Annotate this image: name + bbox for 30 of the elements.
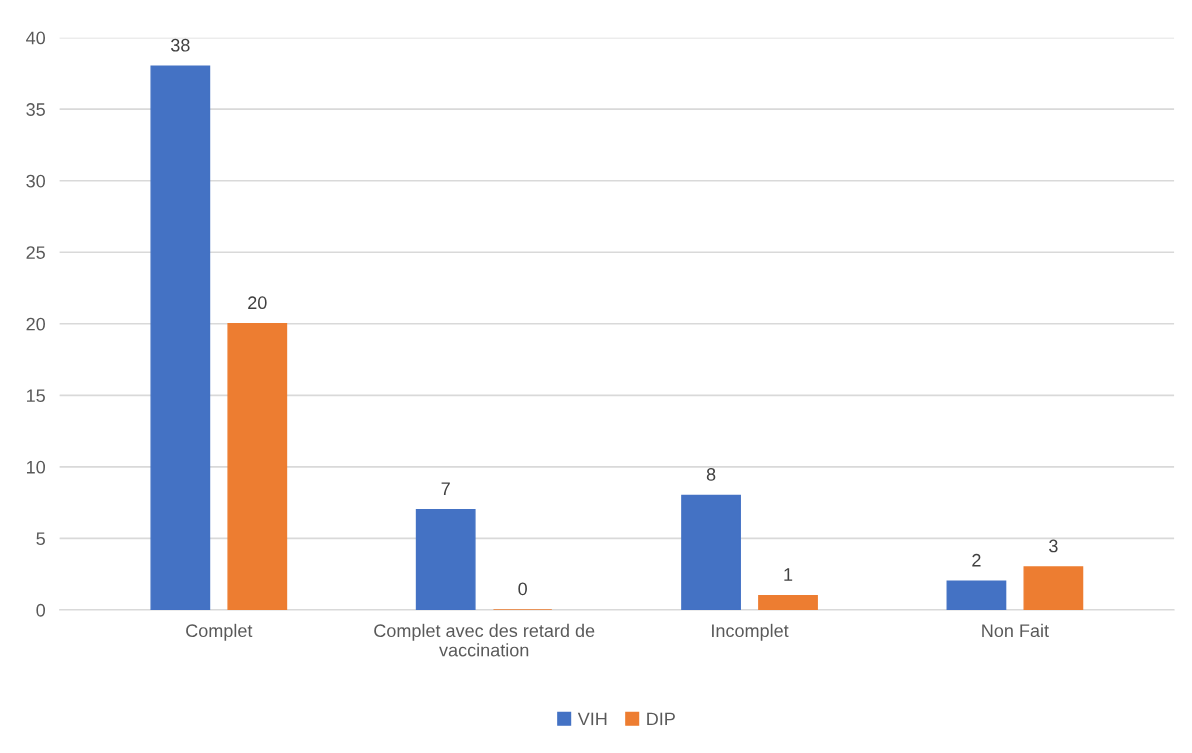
x-tick-label: Complet <box>186 623 253 641</box>
y-tick-label: 20 <box>26 317 46 331</box>
y-tick-label: 35 <box>26 103 45 116</box>
legend-label: DIP <box>647 712 675 726</box>
data-label: 2 <box>972 553 981 567</box>
y-tick-label: 30 <box>26 174 46 188</box>
bar <box>150 65 211 610</box>
x-tick-label: Non Fait <box>982 623 1049 638</box>
y-tick-label: 0 <box>36 603 46 617</box>
data-label: 8 <box>706 468 716 481</box>
y-tick-label: 10 <box>27 460 46 474</box>
data-label: 0 <box>518 582 527 596</box>
data-label: 20 <box>248 296 267 310</box>
bar <box>681 494 741 610</box>
bar <box>1023 566 1084 610</box>
data-label: 7 <box>441 482 450 495</box>
x-tick-label: Incomplet <box>712 623 789 641</box>
x-tick-label: Complet avec des retard de vaccination <box>374 623 595 657</box>
data-label: 1 <box>784 568 793 581</box>
bar <box>758 594 818 610</box>
y-tick-label: 15 <box>27 389 45 403</box>
y-tick-label: 40 <box>26 31 46 45</box>
bar <box>946 580 1007 610</box>
y-tick-label: 25 <box>26 246 45 259</box>
bar <box>415 509 476 610</box>
bar <box>227 323 288 610</box>
legend-label: VIH <box>577 712 607 726</box>
y-tick-label: 5 <box>36 532 45 546</box>
data-label: 3 <box>1049 539 1058 553</box>
data-label: 38 <box>170 38 190 52</box>
